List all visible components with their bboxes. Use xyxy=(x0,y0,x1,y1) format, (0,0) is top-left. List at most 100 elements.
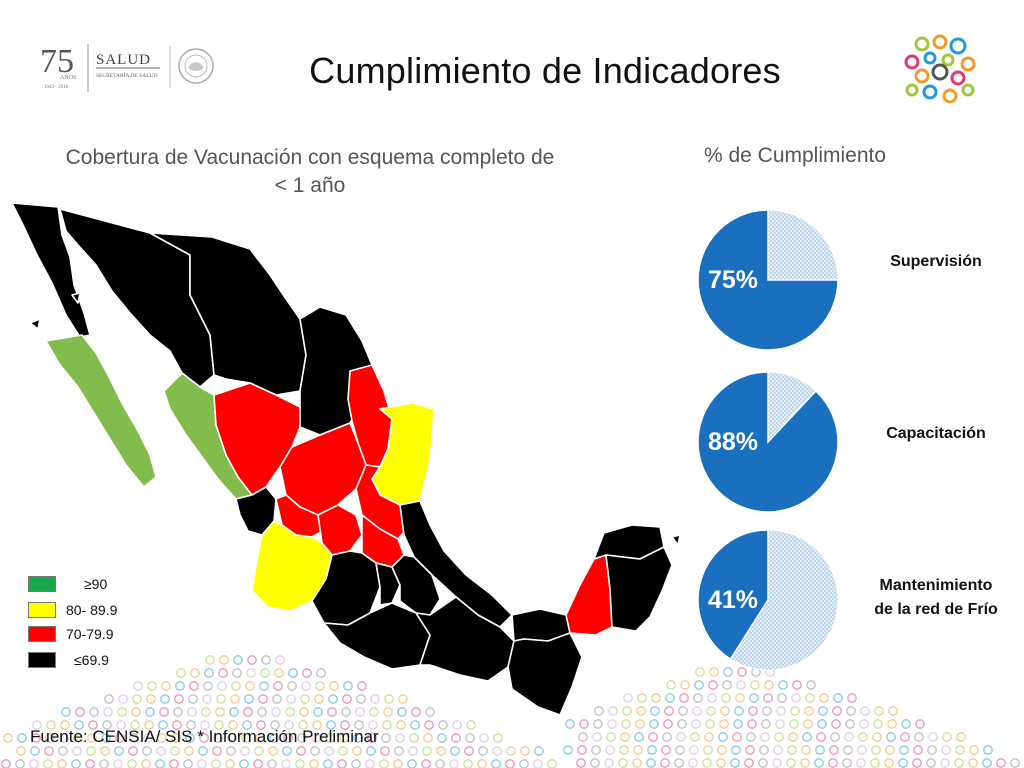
decor-dot xyxy=(29,759,39,768)
region-quintana-roo xyxy=(605,546,673,632)
decor-dot xyxy=(185,733,195,743)
decor-dot xyxy=(146,694,156,704)
decor-dot xyxy=(116,720,126,730)
decor-dot xyxy=(565,719,575,729)
decor-dot xyxy=(75,707,85,717)
decor-dot xyxy=(257,707,267,717)
decorative-dots-left xyxy=(1,655,557,768)
region-zacatecas xyxy=(279,422,367,516)
decor-dot xyxy=(188,694,198,704)
decor-dot xyxy=(1010,758,1020,768)
decor-dot xyxy=(281,759,291,768)
decor-dot xyxy=(817,719,827,729)
decor-dot xyxy=(493,733,503,743)
decor-dot xyxy=(466,720,476,730)
map-legend: ≥90 80- 89.9 70-79.9 ≤69.9 xyxy=(28,576,168,676)
decor-dot xyxy=(118,694,128,704)
decor-dot xyxy=(352,746,362,756)
decor-dot xyxy=(423,733,433,743)
decor-dot xyxy=(818,706,828,716)
decor-dot xyxy=(353,733,363,743)
decor-dot xyxy=(563,745,573,755)
decor-dot xyxy=(450,746,460,756)
decor-dot xyxy=(142,746,152,756)
decor-dot xyxy=(830,732,840,742)
decor-dot xyxy=(479,733,489,743)
mexico-map xyxy=(11,202,681,716)
decor-dot xyxy=(128,746,138,756)
decor-dot xyxy=(267,759,277,768)
legend-swatch xyxy=(28,652,56,668)
decor-dot xyxy=(901,719,911,729)
decor-dot xyxy=(533,759,543,768)
decor-dot xyxy=(202,694,212,704)
decor-dot xyxy=(736,680,746,690)
decor-dot xyxy=(637,693,647,703)
decor-dot xyxy=(451,733,461,743)
decor-dot xyxy=(200,720,210,730)
decor-dot xyxy=(260,668,270,678)
map-title: Cobertura de Vacunación con esquema comp… xyxy=(20,144,600,200)
decor-dot xyxy=(337,759,347,768)
decor-dot xyxy=(690,732,700,742)
decor-dot xyxy=(632,758,642,768)
decor-dot xyxy=(505,759,515,768)
decor-dot xyxy=(745,745,755,755)
decor-dot xyxy=(691,719,701,729)
decor-dot xyxy=(623,693,633,703)
decor-dot xyxy=(299,707,309,717)
decor-dot xyxy=(702,758,712,768)
decor-dot xyxy=(187,707,197,717)
decor-dot xyxy=(239,759,249,768)
decor-dot xyxy=(300,694,310,704)
decor-dot xyxy=(72,746,82,756)
decor-dot xyxy=(407,759,417,768)
region-island xyxy=(29,318,41,330)
decor-dot xyxy=(842,758,852,768)
decor-dot xyxy=(326,720,336,730)
decor-dot xyxy=(776,706,786,716)
decor-dot xyxy=(675,745,685,755)
rings-logo-icon xyxy=(904,34,976,104)
decor-dot xyxy=(956,732,966,742)
decor-dot xyxy=(577,745,587,755)
decor-dot xyxy=(534,746,544,756)
decor-dot xyxy=(217,681,227,691)
decor-dot xyxy=(887,719,897,729)
decor-dot xyxy=(737,667,747,677)
decor-dot xyxy=(131,707,141,717)
decor-dot xyxy=(246,668,256,678)
decor-dot xyxy=(620,732,630,742)
decor-dot xyxy=(247,655,257,665)
decor-dot xyxy=(703,745,713,755)
decor-dot xyxy=(885,745,895,755)
decor-dot xyxy=(719,719,729,729)
decor-dot xyxy=(622,706,632,716)
decor-dot xyxy=(201,707,211,717)
decor-dot xyxy=(464,746,474,756)
decor-dot xyxy=(17,733,27,743)
decor-dot xyxy=(591,745,601,755)
decor-dot xyxy=(661,745,671,755)
decor-dot xyxy=(778,680,788,690)
decor-dot xyxy=(102,720,112,730)
decor-dot xyxy=(43,759,53,768)
decor-dot xyxy=(888,706,898,716)
decor-dot xyxy=(57,759,67,768)
decor-dot xyxy=(99,759,109,768)
decor-dot xyxy=(688,758,698,768)
decor-dot xyxy=(411,707,421,717)
decor-dot xyxy=(310,746,320,756)
decor-dot xyxy=(214,720,224,730)
salud-75-anos-logo: 75 AÑOS 1943 - 2018 SALUD SECRETARÍA DE … xyxy=(40,43,214,92)
decor-dot xyxy=(203,681,213,691)
decor-dot xyxy=(229,707,239,717)
decor-dot xyxy=(871,745,881,755)
decor-dot xyxy=(87,733,97,743)
decor-dot xyxy=(230,694,240,704)
region-chiapas xyxy=(507,632,583,716)
decor-dot xyxy=(787,745,797,755)
decor-dot xyxy=(777,693,787,703)
decor-dot xyxy=(870,758,880,768)
decor-dot xyxy=(805,693,815,703)
